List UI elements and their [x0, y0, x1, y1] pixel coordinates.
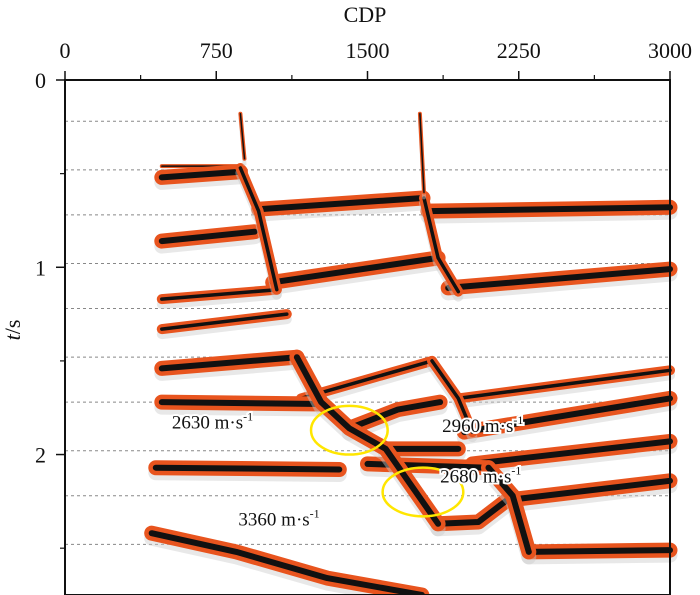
diffraction-b	[417, 111, 426, 200]
dipping-event-c-core	[293, 354, 442, 527]
horizon-06	[265, 250, 446, 295]
horizon-15	[456, 390, 678, 445]
y-tick-label-1: 1	[35, 255, 46, 280]
x-tick-label-1: 750	[200, 38, 233, 63]
annotation-v1-exp: -1	[243, 409, 253, 423]
axes	[56, 71, 671, 595]
horizon-10	[154, 349, 305, 381]
annotation-v1-base: 2630 m·s	[172, 412, 243, 433]
horizon-15-core	[461, 395, 673, 436]
x-tick-label-4: 3000	[648, 38, 692, 63]
horizon-13-core	[158, 399, 325, 407]
horizon-05	[154, 224, 263, 254]
seismic-events	[144, 111, 678, 595]
diffraction-a-core	[239, 112, 246, 160]
x-tick-label-3: 2250	[497, 38, 541, 63]
ellipse-e1	[309, 404, 389, 456]
annotation-v2-base: 2960 m·s	[442, 416, 513, 437]
y-axis-title: t/s	[0, 320, 25, 341]
horizon-23-core	[148, 530, 425, 595]
annotation-v4-base: 3360 m·s	[238, 510, 309, 531]
dipping-event-b	[419, 193, 464, 302]
dipping-event-d-core	[430, 359, 475, 434]
dipping-event-b-core	[422, 196, 461, 294]
horizon-21-core	[435, 492, 516, 527]
y-axis-title-var: t	[0, 333, 25, 340]
x-axis-title: CDP	[344, 2, 387, 27]
horizon-03-core	[255, 195, 426, 213]
horizon-18	[148, 460, 347, 482]
horizon-22	[521, 542, 678, 565]
horizon-02	[154, 164, 248, 190]
dipping-event-e-core	[485, 464, 532, 555]
y-axis-title-unit: /s	[0, 320, 25, 335]
y-tick-label-0: 0	[35, 68, 46, 93]
dipping-event-c	[289, 349, 446, 537]
horizon-09-core	[160, 312, 289, 331]
horizon-22-core	[525, 547, 673, 555]
horizon-13	[154, 394, 329, 417]
annotation-v3-base: 2680 m·s	[440, 467, 511, 488]
horizon-12	[453, 365, 675, 409]
horizon-18-core	[152, 464, 343, 473]
horizon-07	[440, 261, 678, 301]
horizon-14	[341, 394, 448, 441]
dipping-event-a-core	[238, 166, 279, 292]
annotation-v4: 3360 m·s-1	[238, 507, 319, 531]
horizon-03	[251, 190, 431, 222]
diffraction-b-core	[419, 112, 425, 194]
highlight-ellipses	[309, 404, 465, 518]
horizon-08-core	[160, 287, 279, 301]
horizon-08	[156, 284, 282, 310]
annotation-v2-exp: -1	[513, 413, 523, 427]
dipping-event-a	[235, 163, 282, 300]
y-tick-label-2: 2	[35, 443, 46, 468]
horizon-02-core	[158, 168, 244, 181]
annotation-v3-exp: -1	[511, 464, 521, 478]
horizon-10-core	[158, 354, 300, 372]
annotation-v3: 2680 m·s-1	[440, 464, 521, 488]
horizon-07-core	[445, 266, 673, 291]
horizon-20	[505, 473, 678, 512]
annotation-v2: 2960 m·s-1	[442, 413, 523, 437]
horizon-20-core	[509, 477, 673, 503]
horizon-04-core	[425, 204, 673, 215]
x-tick-label-0: 0	[60, 38, 71, 63]
tick-labels: 0 750 1500 2250 3000 0 1 2	[35, 38, 692, 468]
dipping-event-e	[481, 460, 537, 565]
horizon-09	[156, 309, 292, 340]
horizon-23	[144, 525, 430, 595]
horizon-17	[464, 433, 678, 477]
horizon-06-core	[269, 254, 442, 286]
horizon-21	[430, 488, 521, 537]
horizon-17-core	[469, 438, 673, 467]
x-tick-label-2: 1500	[346, 38, 390, 63]
dipping-event-d	[427, 355, 478, 443]
plot-frame	[64, 79, 671, 595]
horizon-05-core	[158, 228, 258, 245]
diffraction-a	[238, 111, 247, 166]
annotation-v1: 2630 m·s-1	[172, 409, 253, 433]
horizon-12-core	[456, 368, 672, 401]
annotation-v4-exp: -1	[310, 507, 320, 521]
ellipse-e2	[381, 466, 465, 518]
horizon-14-core	[346, 399, 444, 432]
horizon-04	[420, 199, 678, 224]
